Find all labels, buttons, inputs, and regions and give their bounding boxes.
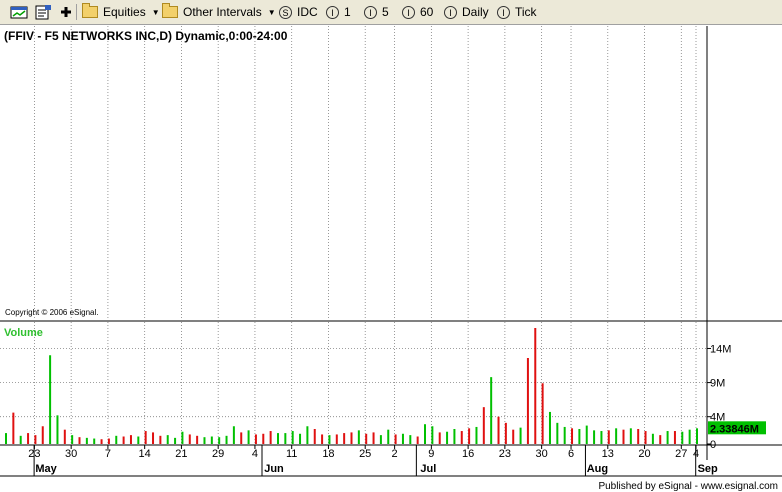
volume-tick-label: 4M: [710, 412, 725, 424]
labels: 46.0044.0042.0040.0038.0036.0034.0032.00…: [28, 343, 766, 475]
x-tick-label: 29: [212, 448, 224, 460]
interval-circle-icon: I: [497, 5, 510, 19]
x-tick-label: 4: [252, 448, 258, 460]
folder-icon: [162, 3, 178, 18]
tick-label: Tick: [515, 5, 537, 19]
grid: [0, 26, 707, 444]
x-tick-label: 30: [65, 448, 77, 460]
tick-button[interactable]: I Tick: [497, 3, 537, 21]
plus-icon[interactable]: [57, 4, 75, 20]
idc-label: IDC: [297, 5, 318, 19]
x-tick-label: 20: [638, 448, 650, 460]
chart-icon[interactable]: [10, 4, 28, 20]
interval-60-label: 60: [420, 5, 434, 19]
folder-icon: [82, 3, 98, 18]
x-tick-label: 11: [286, 448, 297, 460]
interval-5-button[interactable]: I 5: [364, 3, 389, 21]
x-tick-label: 30: [536, 448, 548, 460]
x-tick-label: 14: [139, 448, 151, 460]
volume-label: Volume: [4, 327, 43, 339]
interval-1-label: 1: [344, 5, 351, 19]
x-tick-label: 16: [462, 448, 474, 460]
x-tick-label: 4: [693, 448, 699, 460]
dropdown-arrow-icon: ▼: [151, 7, 160, 17]
volume-tick-label: 0: [710, 439, 716, 451]
volume-tick-label: 9M: [710, 378, 725, 390]
x-tick-label: 13: [602, 448, 614, 460]
interval-circle-icon: I: [364, 5, 377, 19]
copyright-text: Copyright © 2006 eSignal.: [5, 308, 99, 317]
footer-background: [0, 477, 782, 492]
month-label: Aug: [587, 463, 608, 475]
interval-circle-icon: I: [326, 5, 339, 19]
toolbar-separator: [76, 4, 77, 20]
dropdown-arrow-icon: ▼: [267, 7, 276, 17]
interval-5-label: 5: [382, 5, 389, 19]
interval-1-button[interactable]: I 1: [326, 3, 351, 21]
x-tick-label: 7: [105, 448, 111, 460]
symbol-circle-icon: S: [279, 5, 292, 19]
interval-60-button[interactable]: I 60: [402, 3, 433, 21]
interval-circle-icon: I: [402, 5, 415, 19]
volume-last-label: 2.33846M: [710, 423, 759, 435]
volume-bars: [5, 328, 698, 444]
daily-button[interactable]: I Daily: [444, 3, 489, 21]
page-icon[interactable]: [34, 4, 52, 20]
month-label: Sep: [698, 463, 718, 475]
toolbar: Equities ▼ Other Intervals ▼ S IDC I 1 I…: [0, 0, 782, 25]
x-tick-label: 18: [322, 448, 334, 460]
chart-title: (FFIV - F5 NETWORKS INC,D) Dynamic,0:00-…: [4, 29, 288, 43]
x-tick-label: 21: [175, 448, 187, 460]
daily-label: Daily: [462, 5, 489, 19]
x-tick-label: 2: [392, 448, 398, 460]
footer-text: Published by eSignal - www.esignal.com: [598, 481, 778, 492]
x-tick-label: 23: [499, 448, 511, 460]
month-label: May: [35, 463, 57, 475]
other-intervals-label: Other Intervals: [183, 5, 262, 19]
stock-chart: 46.0044.0042.0040.0038.0036.0034.0032.00…: [0, 25, 782, 492]
idc-button[interactable]: S IDC: [279, 3, 318, 21]
interval-circle-icon: I: [444, 5, 457, 19]
x-tick-label: 25: [359, 448, 371, 460]
axes: [0, 26, 782, 492]
other-intervals-dropdown[interactable]: Other Intervals ▼: [162, 3, 276, 21]
equities-label: Equities: [103, 5, 146, 19]
x-tick-label: 6: [568, 448, 574, 460]
x-tick-label: 23: [28, 448, 40, 460]
equities-dropdown[interactable]: Equities ▼: [82, 3, 160, 21]
x-tick-label: 9: [428, 448, 434, 460]
volume-tick-label: 14M: [710, 343, 731, 355]
month-label: Jun: [264, 463, 284, 475]
x-tick-label: 27: [675, 448, 687, 460]
month-label: Jul: [420, 463, 436, 475]
volume-last-bg: [708, 421, 766, 435]
